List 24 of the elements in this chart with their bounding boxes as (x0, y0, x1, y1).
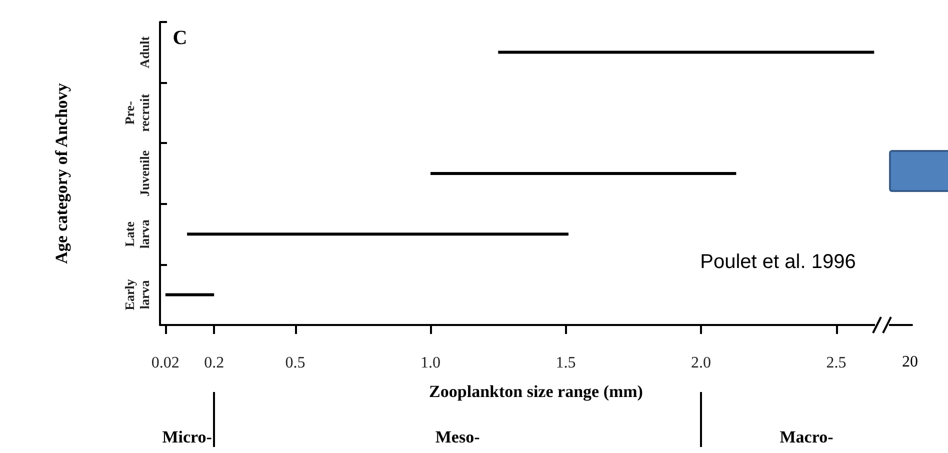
bar (498, 50, 874, 54)
y-tick-label: Pre-recruit (122, 93, 152, 132)
y-tick-label: Late larva (122, 219, 152, 249)
x-axis-title: Zooplankton size range (mm) (429, 382, 643, 401)
bar (187, 232, 568, 236)
y-axis-title: Age category of Anchovy (52, 82, 71, 264)
text: Macro- (780, 428, 834, 446)
bar (430, 172, 736, 175)
bar (165, 293, 214, 296)
y-tick-label: Early larva (122, 278, 152, 310)
x-tick-label: 0.02 (151, 354, 180, 372)
x-tick-label: 1.0 (420, 354, 441, 372)
x-tick-label: 2.0 (691, 354, 712, 372)
text: Micro- (162, 428, 212, 446)
x-tick-label: 2.5 (826, 354, 846, 372)
y-tick-label: Adult (137, 36, 152, 68)
text: Meso- (435, 428, 480, 446)
text: 20 (902, 354, 918, 370)
y-tick-label: Juvenile (137, 150, 152, 197)
x-tick-label: 1.5 (556, 354, 576, 372)
x-tick-label: 0.2 (204, 354, 224, 372)
annotation: Poulet et al. 1996 (700, 251, 856, 273)
annotation: C (172, 27, 188, 49)
x-tick-label: 0.5 (285, 354, 306, 372)
